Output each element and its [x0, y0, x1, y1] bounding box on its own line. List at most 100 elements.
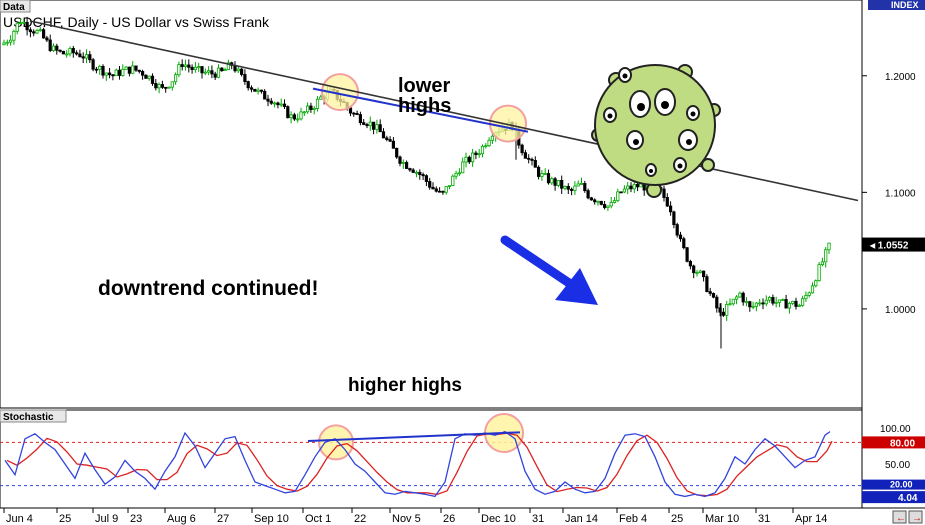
candle-body: [296, 118, 300, 121]
candle-body: [814, 280, 818, 287]
time-tick-label: Aug 6: [167, 513, 196, 525]
stoch-divergence-line: [307, 431, 521, 442]
scroll-left-button[interactable]: [892, 510, 907, 524]
stoch-upper-label: 80.00: [890, 438, 915, 449]
candle-body: [477, 153, 481, 156]
candle-body: [42, 29, 46, 39]
candle-body: [616, 191, 620, 202]
chart-title: USDCHF, Daily - US Dollar vs Swiss Frank: [3, 14, 270, 30]
lower-highs-label-2: highs: [398, 95, 451, 117]
candle-body: [375, 124, 379, 130]
candle-body: [728, 303, 732, 306]
candle-body: [705, 276, 709, 293]
scroll-left-icon: ←: [896, 513, 906, 524]
candle-body: [408, 168, 412, 171]
candle-body: [170, 81, 174, 88]
candle-body: [223, 69, 227, 72]
stoch-current-label: 4.04: [898, 493, 918, 504]
candle-body: [533, 160, 537, 168]
time-tick-label: Feb 4: [619, 513, 647, 525]
candle-body: [12, 30, 16, 41]
candle-body: [612, 200, 617, 203]
candle-body: [78, 53, 82, 58]
candle-body: [804, 294, 808, 300]
candle-body: [807, 292, 811, 296]
candle-body: [751, 305, 755, 308]
stochastic-label: Stochastic: [3, 412, 54, 423]
candle-body: [84, 54, 89, 59]
candle-body: [395, 147, 399, 158]
candle-body: [560, 180, 564, 189]
candle-body: [352, 112, 356, 115]
candle-body: [464, 156, 468, 163]
candle-body: [312, 108, 316, 110]
candle-body: [144, 74, 148, 79]
candle-body: [154, 83, 158, 89]
candle-body: [177, 64, 181, 76]
candle-body: [213, 73, 217, 78]
candle-body: [771, 296, 775, 304]
candle-body: [632, 183, 636, 190]
candle-body: [820, 261, 825, 266]
candle-body: [827, 242, 831, 251]
candle-body: [817, 264, 821, 282]
candle-body: [289, 114, 293, 119]
time-tick-label: Jul 9: [95, 513, 118, 525]
candle-body: [190, 66, 194, 70]
candle-body: [32, 31, 36, 34]
candle-body: [731, 298, 735, 305]
candle-body: [619, 191, 623, 194]
candle-body: [711, 293, 716, 298]
last-price-label: ◂ 1.0552: [869, 241, 909, 252]
candle-body: [721, 311, 726, 316]
candle-body: [35, 30, 39, 34]
index-tag-box: [868, 0, 925, 10]
time-tick-label: 23: [130, 513, 142, 525]
candle-body: [692, 265, 696, 274]
stoch-upper-badge: [862, 436, 925, 449]
candle-body: [371, 121, 376, 130]
candle-body: [424, 175, 429, 182]
candle-body: [269, 100, 273, 104]
candle-body: [302, 111, 306, 114]
down-arrow-icon: [500, 235, 598, 305]
downtrend-line: [29, 20, 859, 202]
candle-body: [286, 106, 290, 119]
candle-body: [695, 272, 699, 274]
candle-body: [25, 21, 29, 31]
candle-body: [147, 75, 151, 79]
candle-body: [114, 69, 118, 77]
candle-body: [305, 105, 310, 113]
candle-body: [5, 41, 9, 44]
candle-body: [421, 174, 425, 177]
candle-body: [104, 72, 108, 76]
candle-body: [794, 300, 798, 307]
stoch-current-badge: [862, 491, 925, 504]
candle-body: [381, 131, 386, 139]
scroll-right-button[interactable]: [908, 510, 923, 524]
candle-body: [157, 84, 161, 89]
germ-monster-icon: [591, 64, 721, 198]
candle-body: [117, 69, 122, 76]
candle-body: [75, 52, 79, 55]
candle-body: [824, 249, 828, 263]
candle-body: [540, 173, 544, 177]
candle-body: [362, 122, 366, 125]
candle-body: [160, 84, 164, 88]
time-tick-label: Jun 4: [6, 513, 33, 525]
candle-body: [810, 285, 815, 294]
candle-body: [444, 186, 448, 193]
candle-body: [447, 185, 452, 188]
time-tick-label: 31: [532, 513, 544, 525]
candle-body: [292, 114, 297, 120]
time-tick-label: Mar 10: [705, 513, 739, 525]
stochastic-panel-frame: [0, 409, 863, 509]
candle-body: [28, 29, 33, 33]
candle-body: [606, 205, 610, 208]
candle-body: [546, 173, 551, 184]
candle-body: [553, 178, 557, 186]
candle-body: [418, 171, 422, 175]
main-panel-frame: [0, 0, 863, 409]
candle-body: [685, 247, 689, 262]
candle-body: [266, 98, 270, 102]
